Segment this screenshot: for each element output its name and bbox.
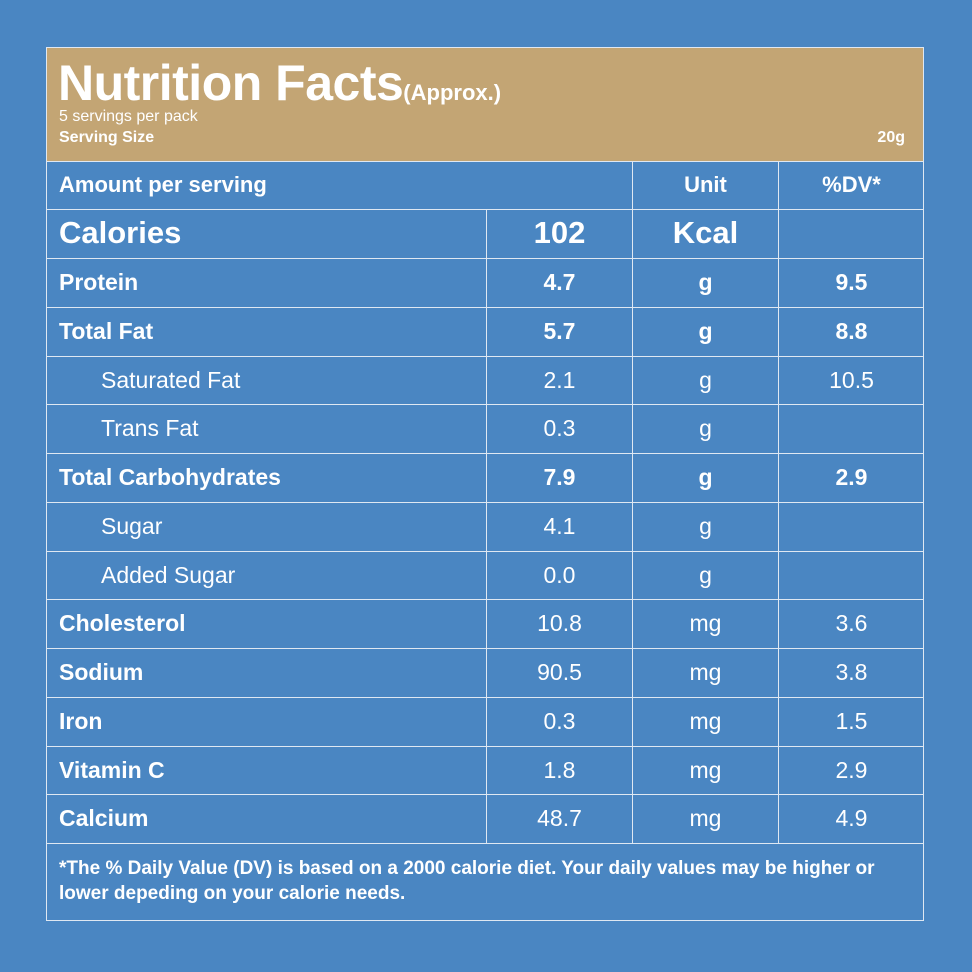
nutrient-unit: g: [698, 317, 713, 344]
nutrient-unit: mg: [689, 804, 722, 831]
nutrient-unit: g: [699, 366, 712, 393]
nutrient-value: 0.0: [543, 561, 576, 588]
calories-unit: Kcal: [672, 215, 739, 250]
nutrient-name: Vitamin C: [59, 756, 165, 783]
column-divider: [778, 161, 779, 210]
divider: [47, 502, 923, 503]
nutrient-unit: mg: [689, 658, 722, 685]
column-divider: [632, 161, 633, 210]
divider: [47, 161, 923, 162]
title-main: Nutrition Facts: [58, 55, 404, 111]
nutrient-unit: mg: [689, 609, 722, 636]
nutrient-value: 4.1: [543, 512, 576, 539]
divider: [47, 356, 923, 357]
nutrient-dv: [779, 502, 924, 550]
divider: [47, 307, 923, 308]
nutrient-value: 90.5: [537, 658, 582, 685]
nutrient-dv: 10.5: [829, 366, 874, 393]
divider: [47, 453, 923, 454]
column-divider: [778, 209, 779, 844]
divider: [47, 648, 923, 649]
nutrient-dv: 3.8: [835, 658, 868, 685]
serving-size-value: 20g: [877, 129, 905, 146]
nutrition-header: Nutrition Facts(Approx.) 5 servings per …: [47, 48, 923, 161]
nutrient-dv: 3.6: [835, 609, 868, 636]
divider: [47, 209, 923, 210]
calories-dv: [779, 209, 924, 257]
nutrient-name: Total Fat: [59, 317, 154, 344]
nutrient-dv: 2.9: [835, 463, 868, 490]
nutrient-dv: 8.8: [835, 317, 868, 344]
nutrient-unit: mg: [689, 707, 722, 734]
nutrient-value: 10.8: [537, 609, 582, 636]
nutrient-name: Sugar: [101, 512, 163, 539]
nutrition-facts-panel: Nutrition Facts(Approx.) 5 servings per …: [46, 47, 924, 921]
divider: [47, 794, 923, 795]
nutrient-name: Added Sugar: [101, 561, 236, 588]
divider: [47, 746, 923, 747]
dv-column-header: %DV*: [822, 172, 881, 197]
amount-per-serving-label: Amount per serving: [59, 172, 267, 197]
nutrient-value: 1.8: [543, 756, 576, 783]
divider: [47, 843, 923, 844]
nutrient-value: 0.3: [543, 414, 576, 441]
column-divider: [486, 209, 487, 844]
nutrient-value: 2.1: [543, 366, 576, 393]
nutrient-value: 7.9: [543, 463, 576, 490]
unit-column-header: Unit: [684, 172, 727, 197]
divider: [47, 551, 923, 552]
column-divider: [632, 209, 633, 844]
calories-value: 102: [533, 215, 586, 250]
nutrient-unit: g: [698, 268, 713, 295]
nutrient-dv: [779, 551, 924, 599]
nutrient-name: Total Carbohydrates: [59, 463, 281, 490]
nutrient-dv: [779, 404, 924, 452]
nutrient-name: Cholesterol: [59, 609, 186, 636]
nutrient-dv: 9.5: [835, 268, 868, 295]
nutrient-name: Iron: [59, 707, 103, 734]
nutrient-value: 48.7: [537, 804, 582, 831]
nutrient-dv: 1.5: [835, 707, 868, 734]
nutrient-unit: mg: [689, 756, 722, 783]
nutrient-dv: 2.9: [835, 756, 868, 783]
nutrient-name: Sodium: [59, 658, 144, 685]
serving-size-label: Serving Size: [59, 129, 155, 146]
calories-label: Calories: [59, 215, 182, 250]
nutrient-unit: g: [698, 463, 713, 490]
nutrient-name: Saturated Fat: [101, 366, 241, 393]
nutrient-name: Protein: [59, 268, 139, 295]
servings-per-pack: 5 servings per pack: [59, 108, 198, 125]
page-title: Nutrition Facts(Approx.): [58, 54, 501, 112]
nutrient-dv: 4.9: [835, 804, 868, 831]
nutrient-value: 0.3: [543, 707, 576, 734]
divider: [47, 599, 923, 600]
divider: [47, 258, 923, 259]
nutrient-unit: g: [699, 512, 712, 539]
divider: [47, 404, 923, 405]
title-suffix: (Approx.): [403, 80, 502, 105]
divider: [47, 697, 923, 698]
nutrient-value: 4.7: [543, 268, 576, 295]
nutrient-unit: g: [699, 561, 712, 588]
nutrient-unit: g: [699, 414, 712, 441]
nutrient-value: 5.7: [543, 317, 576, 344]
nutrient-name: Calcium: [59, 804, 149, 831]
nutrient-name: Trans Fat: [101, 414, 199, 441]
daily-value-footnote: *The % Daily Value (DV) is based on a 20…: [59, 858, 875, 904]
